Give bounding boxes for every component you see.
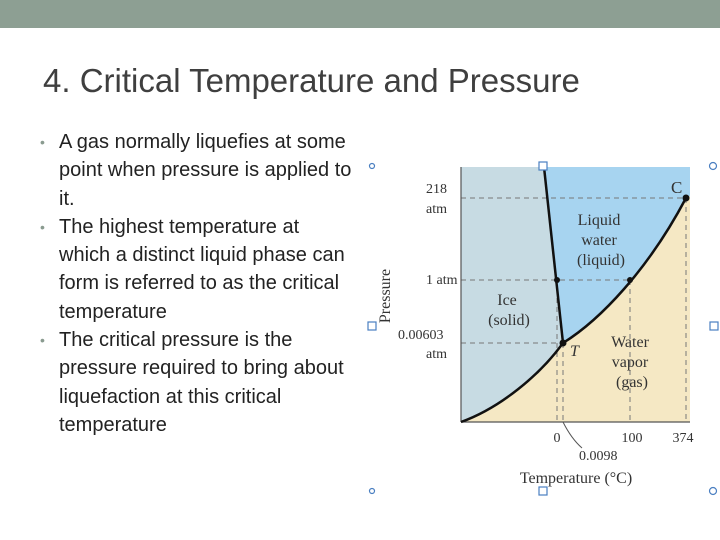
resize-handle-icon[interactable] <box>538 486 548 496</box>
sublimation-curve <box>460 342 565 424</box>
liquid-region <box>544 167 690 343</box>
resize-handle-icon[interactable] <box>709 321 719 331</box>
x-tick-label-0: 0 <box>554 431 561 446</box>
critical-point-label: C <box>671 178 682 197</box>
phase-diagram[interactable]: C T Liquid water (liquid) Ice (solid) Wa… <box>362 158 720 498</box>
liquid-region-label: Liquid water (liquid) <box>577 212 625 269</box>
resize-handle-icon[interactable] <box>367 321 377 331</box>
resize-handle-icon[interactable] <box>708 486 718 496</box>
y-tick-label-0.00603: 0.00603 atm <box>398 328 447 362</box>
melting-point-marker <box>554 277 560 283</box>
bullet-item: • A gas normally liquefies at some point… <box>40 128 355 213</box>
solid-region-label: Ice (solid) <box>488 292 530 329</box>
x-tick-label-374: 374 <box>673 431 694 446</box>
top-color-band <box>0 0 720 28</box>
critical-point-marker <box>682 194 690 202</box>
bullet-text: The highest temperature at which a disti… <box>59 215 345 323</box>
triple-point-marker <box>559 339 567 347</box>
triple-point-label: T <box>570 343 580 360</box>
resize-handle-icon[interactable] <box>368 487 376 495</box>
bullet-item: • The critical pressure is the pressure … <box>40 326 355 439</box>
bullet-item: • The highest temperature at which a dis… <box>40 213 355 326</box>
y-axis-title: Pressure <box>377 269 394 323</box>
slide-title: 4. Critical Temperature and Pressure <box>43 62 580 99</box>
gas-region-label: Water vapor (gas) <box>611 334 653 391</box>
bullet-list: • A gas normally liquefies at some point… <box>40 128 355 439</box>
x-tick-label-0.0098: 0.0098 <box>579 449 618 464</box>
guide-lines <box>461 197 687 422</box>
bullet-icon: • <box>40 218 45 235</box>
x-tick-label-100: 100 <box>622 431 643 446</box>
resize-handle-icon[interactable] <box>708 161 718 171</box>
x-axis-title: Temperature (°C) <box>520 470 632 487</box>
melting-curve <box>542 166 565 344</box>
boiling-point-marker <box>627 277 633 283</box>
resize-handle-icon[interactable] <box>368 162 376 170</box>
resize-handle-icon[interactable] <box>538 161 548 171</box>
y-tick-label-218: 218 atm <box>426 182 451 217</box>
bullet-icon: • <box>40 332 45 349</box>
bullet-icon: • <box>40 134 45 150</box>
bullet-text: The critical pressure is the pressure re… <box>59 329 344 436</box>
selection-handles[interactable] <box>367 161 719 496</box>
y-tick-label-1atm: 1 atm <box>426 273 458 288</box>
solid-region <box>461 167 563 422</box>
bullet-text: A gas normally liquefies at some point w… <box>59 131 352 210</box>
leader-line <box>562 421 583 449</box>
vaporization-curve <box>562 197 688 345</box>
